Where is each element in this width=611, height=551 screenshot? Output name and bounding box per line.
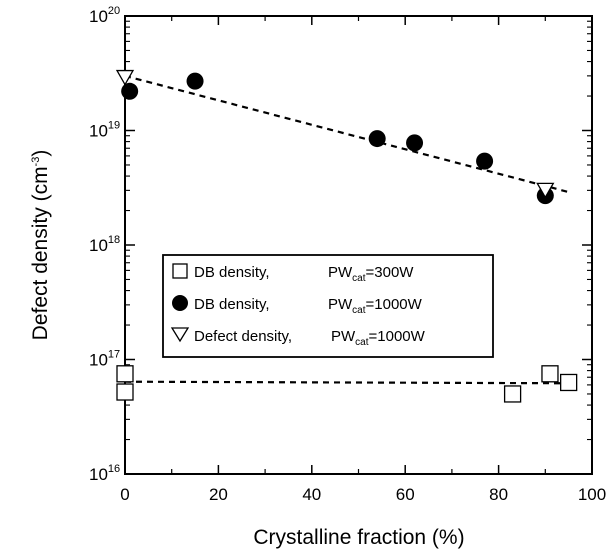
x-axis-ticks: 0 20 40 60 80 100 — [120, 16, 606, 504]
y-tick-label: 1020 — [89, 5, 120, 26]
point-db-1000w — [368, 130, 386, 148]
x-tick-label: 80 — [489, 485, 508, 504]
fit-line-1 — [124, 74, 569, 194]
x-tick-label: 40 — [302, 485, 321, 504]
x-tick-label: 20 — [209, 485, 228, 504]
point-db-1000w — [121, 82, 139, 100]
point-db-300w — [116, 365, 134, 383]
open-square-icon — [172, 263, 188, 279]
y-tick-label: 1018 — [89, 234, 120, 255]
y-tick-label: 1017 — [89, 349, 120, 370]
svg-text:Defect density, PWcat=: Defect density, PWcat=1000W — [194, 328, 426, 348]
x-tick-label: 60 — [396, 485, 415, 504]
point-db-1000w — [186, 72, 204, 90]
data-points — [115, 69, 578, 403]
legend-entry-defect-1000w: Defect density, PWcat=1000W — [170, 327, 426, 348]
y-axis-title-main: Defect density (cm — [29, 166, 52, 340]
x-axis-title: Crystalline fraction (%) — [253, 526, 464, 549]
open-down-triangle-icon — [170, 327, 190, 343]
legend-sub-db-1000w: cat — [352, 305, 366, 316]
fit-lines — [124, 74, 569, 385]
point-db-300w — [541, 365, 559, 383]
point-db-1000w — [476, 152, 494, 170]
y-axis-title: Defect density (cm-3) — [29, 150, 52, 341]
legend-label-db-300w: DB density, — [194, 264, 270, 281]
legend-label-db-1000w: DB density, — [194, 296, 270, 313]
legend-value-db-300w: =300W — [366, 264, 415, 281]
point-db-1000w — [406, 134, 424, 152]
legend-pw-defect-1000w: PW — [331, 328, 356, 345]
legend-sub-defect-1000w: cat — [355, 337, 369, 348]
legend-value-db-1000w: =1000W — [366, 296, 423, 313]
point-defect-1000w — [115, 69, 135, 86]
legend-label-defect-1000w: Defect density, — [194, 328, 292, 345]
legend-value-defect-1000w: =1000W — [369, 328, 426, 345]
point-defect-1000w — [536, 182, 555, 199]
x-tick-label: 0 — [120, 485, 129, 504]
legend-pw-db-300w: PW — [328, 264, 353, 281]
legend-box — [162, 254, 494, 358]
y-tick-label: 1016 — [89, 463, 120, 484]
svg-text:DB density, PWcat=1000: DB density, PWcat=1000W — [194, 296, 423, 316]
point-db-300w — [560, 373, 578, 392]
legend-entry-db-300w: DB density, PWcat=300W — [172, 263, 414, 284]
legend: DB density, PWcat=300W DB density, PWcat… — [162, 254, 494, 358]
y-tick-label: 1019 — [89, 120, 120, 141]
point-db-300w — [116, 383, 134, 401]
y-axis-title-close: ) — [29, 150, 52, 157]
y-axis-title-sup: -3 — [30, 157, 42, 167]
filled-circle-icon — [172, 295, 188, 311]
legend-sub-db-300w: cat — [352, 273, 366, 284]
x-tick-label: 100 — [578, 485, 606, 504]
legend-entry-db-1000w: DB density, PWcat=1000W — [172, 295, 423, 316]
svg-text:DB density, PWcat=300W: DB density, PWcat=300W — [194, 264, 414, 284]
y-axis-ticks: 1016 1017 1018 1019 1020 — [89, 5, 592, 484]
fit-line-2 — [124, 380, 569, 385]
legend-pw-db-1000w: PW — [328, 296, 353, 313]
point-db-300w — [503, 385, 522, 403]
